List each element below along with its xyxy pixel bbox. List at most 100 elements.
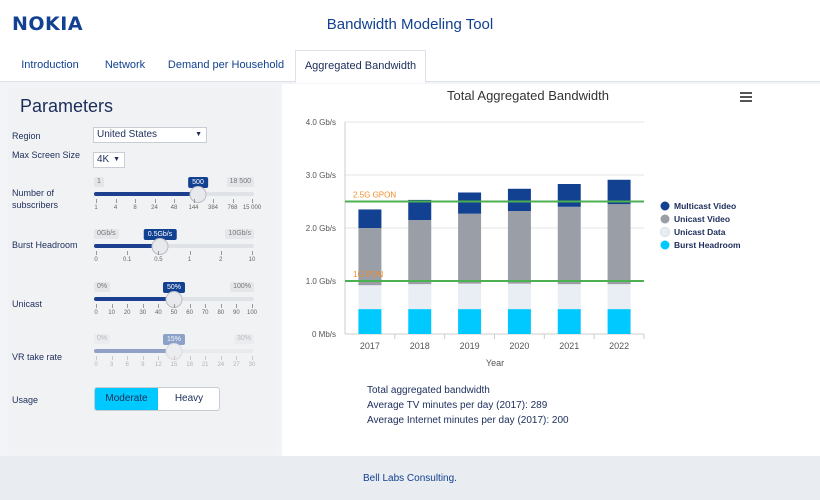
bar-segment-unicast-data <box>557 284 581 310</box>
slider-ticks: 0 0.1 0.5 1 2 10 <box>94 251 255 263</box>
chart-reference-lines: 2.5G GPON 1G PON <box>345 191 644 282</box>
bar-segment-multicast-video <box>408 199 432 221</box>
summary-line: Total aggregated bandwidth <box>367 385 490 396</box>
x-tick-label: 2018 <box>410 341 430 351</box>
slider-tick-label: 2 <box>219 257 223 263</box>
slider-ticks: 1 4 8 24 48 144 384 768 15 000 <box>94 199 261 211</box>
bar-segment-unicast-data <box>458 283 482 310</box>
legend-item: Unicast Video <box>674 214 730 224</box>
slider-tick <box>96 356 97 360</box>
slider-min: 1 <box>94 177 104 187</box>
aggregated-bandwidth-chart: Total Aggregated Bandwidth 0 Mb/s 1.0 Gb/… <box>306 88 741 368</box>
slider-tick <box>193 199 195 203</box>
slider-tick-label: 0 <box>94 257 98 263</box>
bar-segment-unicast-video <box>408 220 432 285</box>
x-axis-title: Year <box>486 358 504 368</box>
slider-tick-label: 90 <box>233 310 240 316</box>
slider-tick <box>205 304 207 308</box>
slider-tick <box>232 199 234 203</box>
footer-text[interactable]: Bell Labs Consulting. <box>363 473 457 484</box>
unicast-label: Unicast <box>12 299 43 309</box>
slider-tick <box>127 356 129 360</box>
slider-tick-label: 3 <box>109 362 114 368</box>
slider-tick-label: 9 <box>141 362 145 368</box>
slider-handle[interactable] <box>165 343 183 360</box>
slider-tick <box>115 199 117 203</box>
slider-tick-label: 0.1 <box>123 257 132 263</box>
bar-segment-unicast-data <box>358 285 382 310</box>
slider-tick-label: 24 <box>151 205 158 211</box>
bar-segment-multicast-video <box>507 188 531 212</box>
usage-label: Usage <box>12 395 39 405</box>
unicast-slider[interactable]: 0% 100% 50% 0 10 20 30 40 50 60 70 80 90 100 <box>94 282 258 320</box>
legend-item: Multicast Video <box>674 201 736 211</box>
y-tick-label: 1.0 Gb/s <box>306 277 336 286</box>
region-label: Region <box>12 131 41 141</box>
slider-max: 18 500 <box>226 177 254 187</box>
slider-max: 100% <box>230 282 254 292</box>
vr-take-rate-slider[interactable]: 0% 30% 15% 0 3 6 9 12 15 18 21 24 27 30 <box>94 334 255 372</box>
slider-tick-label: 70 <box>201 310 209 316</box>
slider-max: 30% <box>233 334 254 344</box>
slider-handle[interactable] <box>151 238 169 255</box>
chart-bars <box>358 179 631 334</box>
slider-min: 0% <box>94 334 111 344</box>
slider-fill <box>94 349 174 353</box>
slider-tick-label: 50 <box>170 310 178 316</box>
legend-swatch <box>660 227 670 237</box>
slider-tick <box>142 304 144 308</box>
slider-tick-label: 27 <box>233 362 240 368</box>
bar-segment-multicast-video <box>607 179 631 205</box>
slider-tick <box>189 251 191 255</box>
slider-tick <box>111 356 113 360</box>
slider-tick <box>236 356 238 360</box>
footer: Bell Labs Consulting. <box>0 456 820 500</box>
subscribers-slider[interactable]: 1 18 500 500 1 4 8 24 48 144 384 768 15 000 <box>94 177 261 215</box>
chart-menu-icon[interactable] <box>740 92 752 102</box>
bar-segment-unicast-data <box>607 284 631 310</box>
slider-fill <box>94 297 174 301</box>
tab-demand-per-household[interactable]: Demand per Household <box>167 59 285 71</box>
slider-fill <box>94 244 160 248</box>
slider-tick-label: 1 <box>187 257 192 263</box>
region-select-value: United States <box>97 129 158 140</box>
slider-tick-label: 8 <box>133 205 137 211</box>
slider-tick <box>154 199 156 203</box>
slider-tick <box>158 356 160 360</box>
y-tick-label: 3.0 Gb/s <box>306 171 336 180</box>
bar-segment-unicast-video <box>607 204 631 285</box>
bar-segment-burst-headroom <box>557 309 581 334</box>
legend-item: Unicast Data <box>674 227 726 237</box>
burst-slider[interactable]: 0Gb/s 10Gb/s 0.5Gb/s 0 0.1 0.5 1 2 10 <box>94 229 255 267</box>
slider-tick-label: 768 <box>227 205 238 211</box>
legend-swatch <box>660 240 670 250</box>
slider-tick-label: 100 <box>246 310 258 316</box>
slider-tick-label: 144 <box>188 205 199 211</box>
region-select[interactable]: United States ▼ <box>93 127 207 143</box>
y-tick-label: 2.0 Gb/s <box>306 224 336 233</box>
slider-tick <box>174 356 175 360</box>
nokia-logo[interactable]: NOKIA <box>12 13 84 35</box>
tab-network[interactable]: Network <box>104 59 146 71</box>
slider-tick-label: 4 <box>113 205 118 211</box>
x-tick-label: 2017 <box>360 341 380 351</box>
slider-handle[interactable] <box>189 186 207 203</box>
tab-aggregated-bandwidth[interactable]: Aggregated Bandwidth <box>295 50 426 83</box>
usage-moderate-button[interactable]: Moderate <box>95 388 158 410</box>
slider-tick-label: 24 <box>217 362 225 368</box>
slider-tick <box>96 251 97 255</box>
tab-introduction[interactable]: Introduction <box>21 59 79 71</box>
chart-legend: Multicast Video Unicast Video Unicast Data… <box>660 201 741 250</box>
bar-segment-burst-headroom <box>358 309 382 334</box>
chart-x-axis: 2017 2018 2019 2020 2021 2022 <box>360 334 645 351</box>
chart-grid <box>344 121 644 335</box>
slider-tick-label: 0.5 <box>154 257 163 263</box>
screen-size-select[interactable]: 4K ▼ <box>93 152 125 168</box>
screen-size-label: Max Screen Size <box>12 150 81 160</box>
slider-tick-label: 80 <box>217 310 225 316</box>
slider-value: 500 <box>188 177 208 188</box>
usage-heavy-button[interactable]: Heavy <box>174 393 204 404</box>
bar-segment-burst-headroom <box>607 309 631 334</box>
chevron-down-icon: ▼ <box>113 156 120 163</box>
screen-size-value: 4K <box>97 154 110 165</box>
